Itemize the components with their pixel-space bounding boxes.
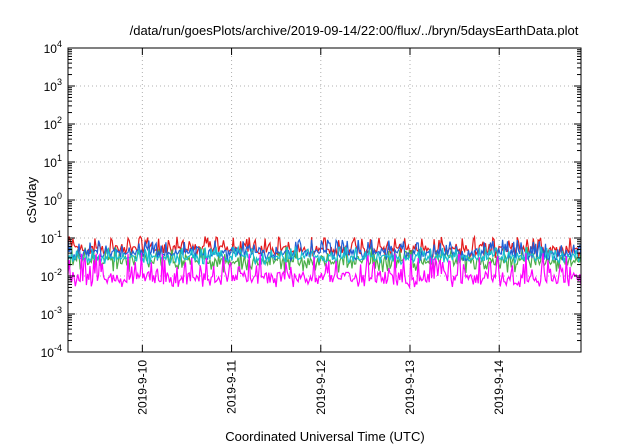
x-tick-label: 2019-9-11 (225, 360, 239, 414)
y-tick-base: 10 (41, 232, 55, 246)
series-line (67, 253, 582, 290)
series-group (67, 234, 582, 290)
y-tick-base: 10 (44, 42, 58, 56)
y-tick-exponent: -3 (54, 305, 62, 315)
x-tick-label: 2019-9-13 (403, 360, 417, 415)
y-tick-base: 10 (41, 270, 55, 284)
series-line (67, 246, 582, 273)
y-tick-base: 10 (41, 346, 55, 360)
y-tick-base: 10 (44, 194, 58, 208)
y-tick-label: 10-3 (41, 305, 62, 322)
y-tick-label: 102 (44, 115, 62, 132)
x-axis-label: Coordinated Universal Time (UTC) (225, 429, 424, 444)
grid (68, 47, 581, 353)
y-tick-label: 10-4 (41, 343, 62, 360)
y-tick-base: 10 (44, 156, 58, 170)
y-tick-label: 104 (44, 39, 62, 56)
x-axis: 2019-9-10 2019-9-11 2019-9-12 2019-9-13 2019… (135, 48, 506, 415)
y-axis-label: cSv/day (24, 176, 39, 223)
y-tick-label: 103 (44, 77, 62, 94)
y-tick-exponent: -4 (54, 343, 62, 353)
y-tick-label: 10-1 (41, 229, 62, 246)
y-tick-label: 101 (44, 153, 62, 170)
series-line (67, 245, 581, 267)
y-tick-exponent: 4 (57, 39, 62, 49)
x-tick-label: 2019-9-14 (492, 360, 506, 415)
x-tick-label: 2019-9-12 (314, 360, 328, 415)
y-tick-exponent: 0 (57, 191, 62, 201)
y-tick-exponent: 1 (57, 153, 62, 163)
y-tick-base: 10 (44, 80, 58, 94)
y-tick-base: 10 (41, 308, 55, 322)
y-tick-exponent: 3 (57, 77, 62, 87)
x-tick-label: 2019-9-10 (135, 360, 149, 415)
y-tick-exponent: -1 (54, 229, 62, 239)
y-tick-label: 100 (44, 191, 62, 208)
y-tick-base: 10 (44, 118, 58, 132)
chart-title: /data/run/goesPlots/archive/2019-09-14/2… (130, 23, 579, 38)
y-tick-label: 10-2 (41, 267, 62, 284)
y-tick-exponent: -2 (54, 267, 62, 277)
y-tick-exponent: 2 (57, 115, 62, 125)
